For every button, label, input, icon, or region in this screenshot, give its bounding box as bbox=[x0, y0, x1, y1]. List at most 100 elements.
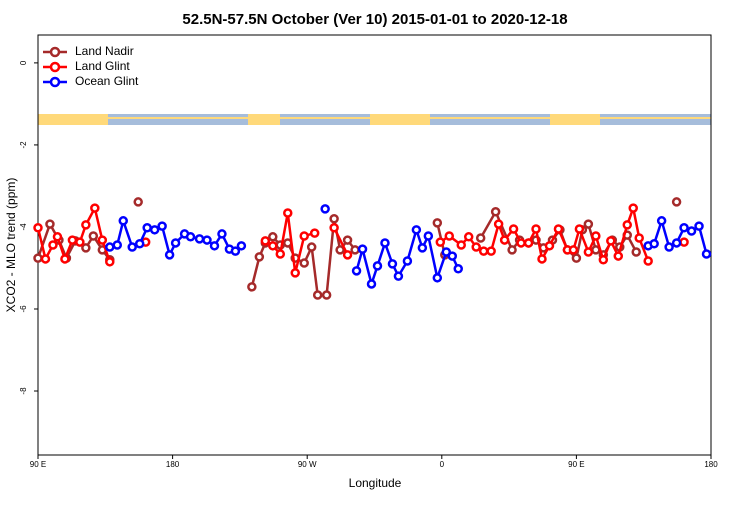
data-point bbox=[283, 238, 293, 248]
data-point bbox=[290, 268, 300, 278]
y-tick-label: -6 bbox=[19, 305, 28, 313]
data-point bbox=[75, 237, 85, 247]
legend-marker bbox=[49, 46, 61, 58]
data-point bbox=[671, 197, 682, 207]
y-axis-label: XCO2 - MLO trend (ppm) bbox=[4, 178, 18, 313]
data-point bbox=[432, 273, 443, 283]
data-point bbox=[33, 253, 43, 263]
data-point bbox=[33, 223, 43, 233]
data-point bbox=[312, 290, 323, 300]
data-point bbox=[40, 254, 51, 264]
data-point bbox=[493, 219, 504, 229]
data-point bbox=[402, 256, 413, 266]
data-point bbox=[105, 257, 115, 267]
data-point bbox=[444, 231, 455, 241]
data-point bbox=[664, 242, 674, 252]
data-point bbox=[134, 239, 145, 249]
data-point bbox=[507, 245, 517, 255]
data-point bbox=[357, 244, 368, 254]
data-point bbox=[157, 221, 167, 231]
data-point bbox=[306, 242, 317, 252]
data-point bbox=[247, 282, 257, 292]
data-point bbox=[628, 203, 638, 213]
data-point bbox=[67, 235, 78, 245]
data-point bbox=[335, 245, 345, 255]
data-point bbox=[366, 279, 377, 289]
data-point bbox=[209, 241, 220, 251]
data-point bbox=[537, 254, 547, 264]
data-point bbox=[387, 259, 398, 269]
data-point bbox=[321, 290, 332, 300]
y-tick-label: -4 bbox=[19, 223, 28, 231]
data-point bbox=[105, 242, 115, 252]
data-point bbox=[516, 238, 526, 248]
data-point bbox=[508, 224, 519, 234]
y-tick-label: -8 bbox=[19, 387, 28, 395]
data-point bbox=[453, 264, 464, 274]
data-point bbox=[329, 223, 339, 233]
data-point bbox=[342, 250, 353, 260]
data-point bbox=[591, 231, 601, 241]
series bbox=[35, 205, 688, 277]
data-point bbox=[544, 241, 555, 251]
chart-title: 52.5N-57.5N October (Ver 10) 2015-01-01 … bbox=[182, 11, 567, 28]
data-point bbox=[52, 232, 63, 242]
data-point bbox=[531, 224, 541, 234]
data-point bbox=[149, 225, 160, 235]
data-point bbox=[656, 216, 667, 226]
y-tick-label: -2 bbox=[19, 141, 28, 149]
data-point bbox=[217, 229, 227, 239]
data-point bbox=[170, 238, 181, 248]
data-point bbox=[411, 225, 422, 235]
data-point bbox=[164, 250, 175, 260]
data-point bbox=[606, 236, 616, 246]
legend-marker bbox=[49, 76, 61, 88]
data-point bbox=[694, 221, 704, 231]
y-tick-label: 0 bbox=[19, 60, 28, 65]
data-point bbox=[622, 220, 632, 230]
x-tick-label: 180 bbox=[704, 460, 718, 469]
data-point bbox=[679, 237, 689, 247]
data-point bbox=[268, 241, 278, 251]
data-point bbox=[643, 256, 653, 266]
legend-marker bbox=[49, 61, 61, 73]
data-point bbox=[268, 232, 278, 242]
data-point bbox=[329, 214, 339, 224]
data-point bbox=[447, 251, 458, 261]
data-point bbox=[112, 240, 123, 250]
data-point bbox=[372, 261, 383, 271]
data-point bbox=[456, 240, 466, 250]
data-point bbox=[133, 197, 143, 207]
data-point bbox=[60, 254, 70, 264]
data-point bbox=[463, 232, 474, 242]
data-point bbox=[686, 226, 697, 236]
data-point bbox=[432, 218, 443, 228]
data-point bbox=[553, 224, 564, 234]
data-point bbox=[423, 231, 434, 241]
data-point bbox=[81, 243, 91, 253]
data-point bbox=[127, 242, 137, 252]
data-point bbox=[613, 251, 624, 261]
data-point bbox=[571, 253, 582, 263]
data-point bbox=[435, 237, 446, 247]
data-point bbox=[583, 247, 594, 257]
data-point bbox=[90, 203, 100, 213]
data-point bbox=[598, 255, 609, 265]
data-point bbox=[417, 243, 428, 253]
data-point bbox=[275, 249, 286, 259]
x-tick-label: 90 E bbox=[568, 460, 584, 469]
data-point bbox=[634, 233, 644, 243]
legend-label: Land Glint bbox=[75, 59, 130, 73]
series-line bbox=[38, 208, 684, 273]
data-point bbox=[583, 219, 594, 229]
data-point bbox=[380, 238, 390, 248]
data-point bbox=[260, 236, 271, 246]
data-point bbox=[490, 207, 501, 217]
data-point bbox=[679, 223, 689, 233]
data-point bbox=[568, 245, 579, 255]
data-point bbox=[45, 219, 55, 229]
data-point bbox=[254, 252, 265, 262]
data-point bbox=[499, 235, 510, 245]
series bbox=[105, 204, 712, 289]
